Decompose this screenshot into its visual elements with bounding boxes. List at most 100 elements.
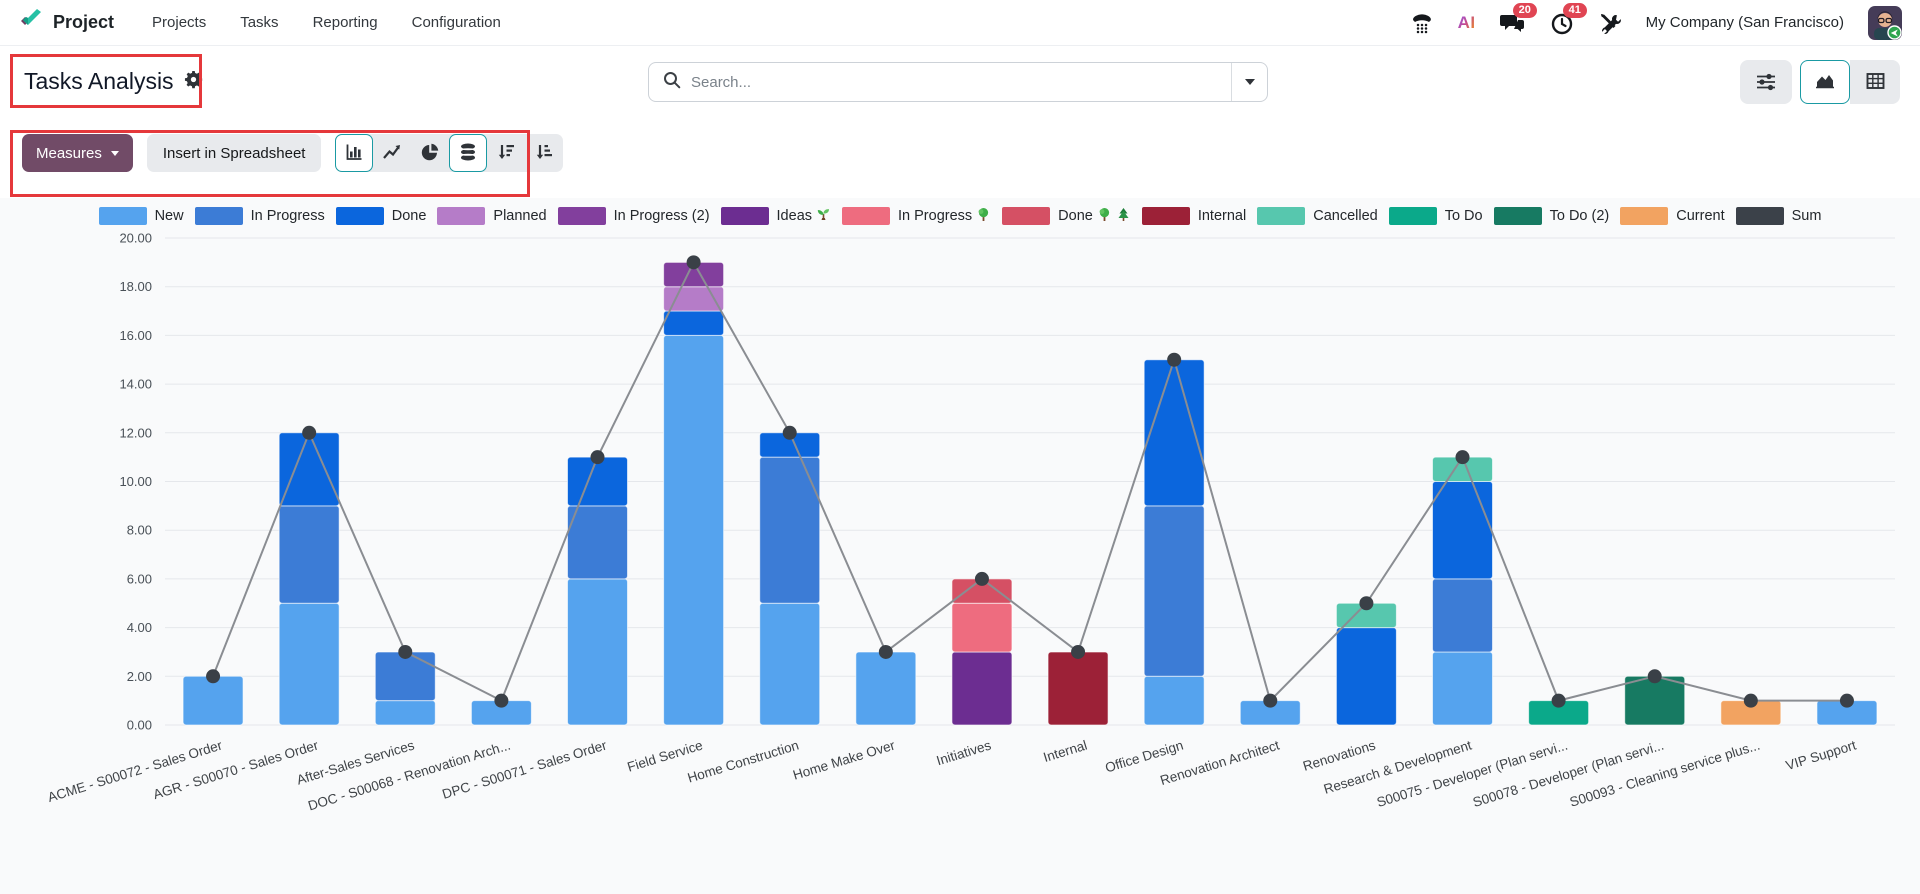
legend-item[interactable]: Planned [437,207,547,225]
bar-segment[interactable] [1432,578,1493,653]
legend-item[interactable]: Internal [1141,207,1246,225]
chart-legend: New In Progress Done Planned In Progress (2)… [0,198,1920,226]
legend-label: Planned [493,208,547,224]
y-axis-tick-label: 2.00 [127,669,152,684]
bar-segment[interactable] [278,505,340,604]
legend-item[interactable]: Ideas [720,207,831,226]
systray: AI 20 41 My Company (San Francisco) [1410,2,1902,40]
sum-point[interactable] [878,644,893,659]
bar-segment[interactable] [278,602,340,726]
graph-type-button-group [335,134,564,172]
tasks-analysis-chart[interactable]: 0.00 2.00 4.00 6.00 8.00 10.00 12.00 14.00 16.00… [0,226,1920,894]
pivot-view-button[interactable] [1850,60,1900,104]
search-bar[interactable]: Search... [648,62,1268,102]
y-axis-tick-label: 6.00 [127,571,152,586]
filter-sliders-button[interactable] [1740,60,1792,104]
bar-segment[interactable] [1047,651,1109,726]
legend-swatch [1002,207,1051,225]
bar-segment[interactable] [1143,675,1205,726]
sort-descending-button[interactable] [487,134,525,172]
activities-icon[interactable]: 41 [1550,2,1587,35]
bar-segment[interactable] [374,651,436,702]
sum-point[interactable] [494,693,509,708]
user-avatar[interactable] [1868,5,1902,40]
measures-button[interactable]: Measures [22,134,133,172]
menu-reporting[interactable]: Reporting [312,14,378,31]
bar-segment[interactable] [567,456,628,507]
stacked-button[interactable] [449,134,488,172]
sum-point[interactable] [1839,693,1854,708]
sum-point[interactable] [1263,693,1278,708]
app-brand[interactable]: Project [18,7,114,38]
messages-icon[interactable]: 20 [1499,2,1537,35]
bar-segment[interactable] [951,651,1013,726]
bar-segment[interactable] [1624,675,1686,726]
legend-label: In Progress (2) [613,208,710,224]
bar-segment[interactable] [663,334,725,726]
voip-phone-icon[interactable] [1410,11,1434,35]
sum-point[interactable] [1071,644,1086,659]
legend-item[interactable]: Sum [1735,207,1821,225]
pie-chart-button[interactable] [411,134,449,172]
legend-item[interactable]: In Progress [194,207,325,225]
legend-item[interactable]: To Do [1388,207,1483,225]
bar-segment[interactable] [1335,627,1397,726]
bar-segment[interactable] [663,310,725,336]
line-chart-button[interactable] [373,134,411,172]
sum-point[interactable] [590,450,605,465]
sum-point[interactable] [1359,596,1374,611]
pivot-view-icon [1865,71,1886,94]
ai-icon[interactable]: AI [1457,12,1476,32]
sum-point[interactable] [1167,352,1182,367]
bar-segment[interactable] [1432,481,1493,580]
menu-projects[interactable]: Projects [152,14,207,31]
legend-item[interactable]: In Progress (2) [557,207,710,225]
company-name[interactable]: My Company (San Francisco) [1645,14,1844,31]
deciduous-tree-icon [1097,207,1112,226]
sum-point[interactable] [1551,693,1566,708]
bar-segment[interactable] [951,602,1013,653]
legend-item[interactable]: New [98,207,184,225]
sum-point[interactable] [1647,669,1662,684]
bar-segment[interactable] [567,505,628,580]
bar-segment[interactable] [1432,651,1493,726]
sum-point[interactable] [1743,693,1758,708]
legend-item[interactable]: Current [1620,207,1725,225]
graph-view-button[interactable] [1800,60,1850,104]
insert-in-spreadsheet-button[interactable]: Insert in Spreadsheet [146,134,322,172]
legend-label: Current [1676,208,1725,224]
legend-item[interactable]: Done [335,207,426,225]
sort-ascending-button[interactable] [525,134,563,172]
legend-item[interactable]: In Progress [842,207,991,226]
bar-segment[interactable] [855,651,917,726]
sum-point[interactable] [686,255,701,270]
bar-chart-button[interactable] [335,134,374,172]
breadcrumb: Tasks Analysis [24,68,203,95]
bar-segment[interactable] [182,675,244,726]
x-axis-tick-label: DPC - S00071 - Sales Order [440,737,608,802]
sum-point[interactable] [974,571,989,586]
action-gear-icon[interactable] [184,70,203,94]
tools-icon[interactable] [1598,11,1622,35]
search-input[interactable]: Search... [691,73,752,91]
search-dropdown-toggle[interactable] [1231,63,1267,101]
graph-view-icon [1814,71,1836,94]
app-name[interactable]: Project [53,12,115,32]
sum-point[interactable] [206,669,221,684]
sum-point[interactable] [782,425,797,440]
bar-segment[interactable] [374,700,436,726]
legend-item[interactable]: Cancelled [1257,207,1378,225]
sum-point[interactable] [398,644,413,659]
menu-tasks[interactable]: Tasks [240,14,279,31]
sum-point[interactable] [302,425,317,440]
legend-swatch [1620,207,1669,225]
bar-segment[interactable] [759,602,821,726]
sum-point[interactable] [1455,450,1470,465]
bar-segment[interactable] [567,578,628,726]
legend-swatch [1388,207,1437,225]
menu-configuration[interactable]: Configuration [411,14,501,31]
bar-segment[interactable] [278,432,340,507]
bar-segment[interactable] [1143,505,1205,677]
legend-item[interactable]: To Do (2) [1493,207,1609,225]
legend-item[interactable]: Done [1002,207,1131,226]
